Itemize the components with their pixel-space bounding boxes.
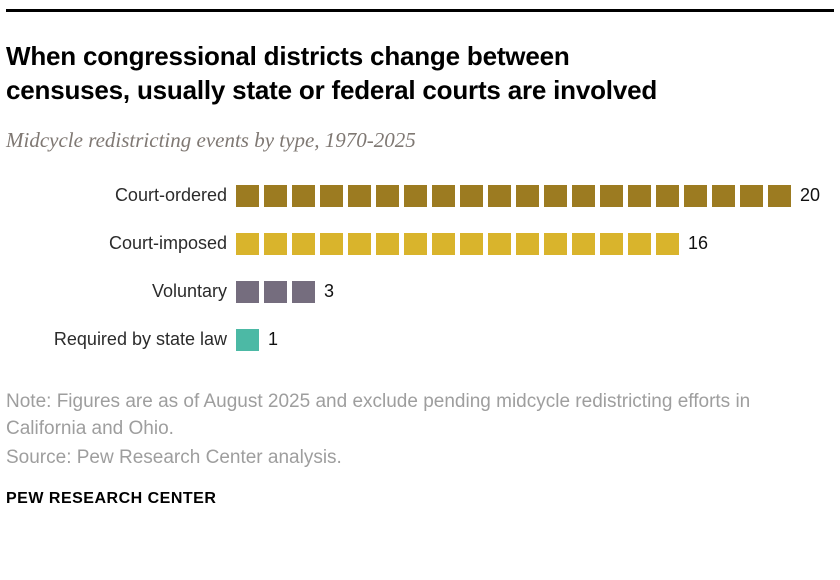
unit-square	[628, 232, 651, 255]
note-text: Note: Figures are as of August 2025 and …	[6, 390, 751, 439]
unit-square	[544, 232, 567, 255]
unit-square	[628, 184, 651, 207]
row-label: Court-ordered	[114, 185, 227, 206]
row-value: 20	[800, 185, 821, 206]
unit-square	[292, 232, 315, 255]
source-text: Source: Pew Research Center analysis.	[6, 446, 342, 468]
unit-square	[656, 232, 679, 255]
unit-square	[292, 280, 315, 303]
unit-square	[712, 184, 735, 207]
unit-square	[376, 184, 399, 207]
unit-square	[544, 184, 567, 207]
row-value: 1	[268, 329, 279, 350]
unit-squares	[236, 184, 791, 207]
unit-square	[264, 184, 287, 207]
unit-square	[432, 184, 455, 207]
unit-square	[376, 232, 399, 255]
unit-square	[264, 280, 287, 303]
row-value: 16	[688, 233, 709, 254]
unit-square	[488, 184, 511, 207]
unit-square	[740, 184, 763, 207]
chart-row: Court-imposed 16	[6, 232, 834, 255]
chart-title: When congressional districts change betw…	[6, 40, 834, 108]
unit-square	[600, 184, 623, 207]
unit-squares	[236, 280, 315, 303]
unit-square	[292, 184, 315, 207]
chart-row: Court-ordered 20	[6, 184, 834, 207]
unit-square	[516, 184, 539, 207]
unit-square	[516, 232, 539, 255]
row-value: 3	[324, 281, 335, 302]
unit-square	[264, 232, 287, 255]
unit-square	[432, 232, 455, 255]
chart-row: Required by state law 1	[6, 328, 834, 351]
unit-square	[236, 328, 259, 351]
unit-squares	[236, 232, 679, 255]
title-line: When congressional districts change betw…	[6, 41, 570, 71]
title-line: censuses, usually state or federal court…	[6, 74, 658, 105]
chart-subtitle: Midcycle redistricting events by type, 1…	[6, 127, 416, 152]
unit-square	[572, 184, 595, 207]
unit-square	[236, 184, 259, 207]
unit-square	[656, 184, 679, 207]
unit-square	[320, 232, 343, 255]
unit-square	[572, 232, 595, 255]
top-rule	[6, 9, 834, 12]
unit-square	[404, 232, 427, 255]
unit-square	[488, 232, 511, 255]
row-label: Required by state law	[53, 329, 227, 350]
row-label: Voluntary	[151, 281, 227, 302]
unit-square	[768, 184, 791, 207]
unit-square	[600, 232, 623, 255]
brand-footer: PEW RESEARCH CENTER	[6, 489, 217, 507]
unit-square	[348, 232, 371, 255]
row-label: Court-imposed	[108, 233, 227, 254]
chart-row: Voluntary 3	[6, 280, 834, 303]
unit-squares	[236, 328, 259, 351]
unit-square	[320, 184, 343, 207]
unit-square	[348, 184, 371, 207]
unit-square	[404, 184, 427, 207]
unit-chart: Court-ordered 20 Court-imposed 16 Voluntary 3…	[6, 184, 834, 351]
unit-square	[460, 184, 483, 207]
unit-square	[684, 184, 707, 207]
unit-square	[236, 280, 259, 303]
unit-square	[460, 232, 483, 255]
unit-square	[236, 232, 259, 255]
